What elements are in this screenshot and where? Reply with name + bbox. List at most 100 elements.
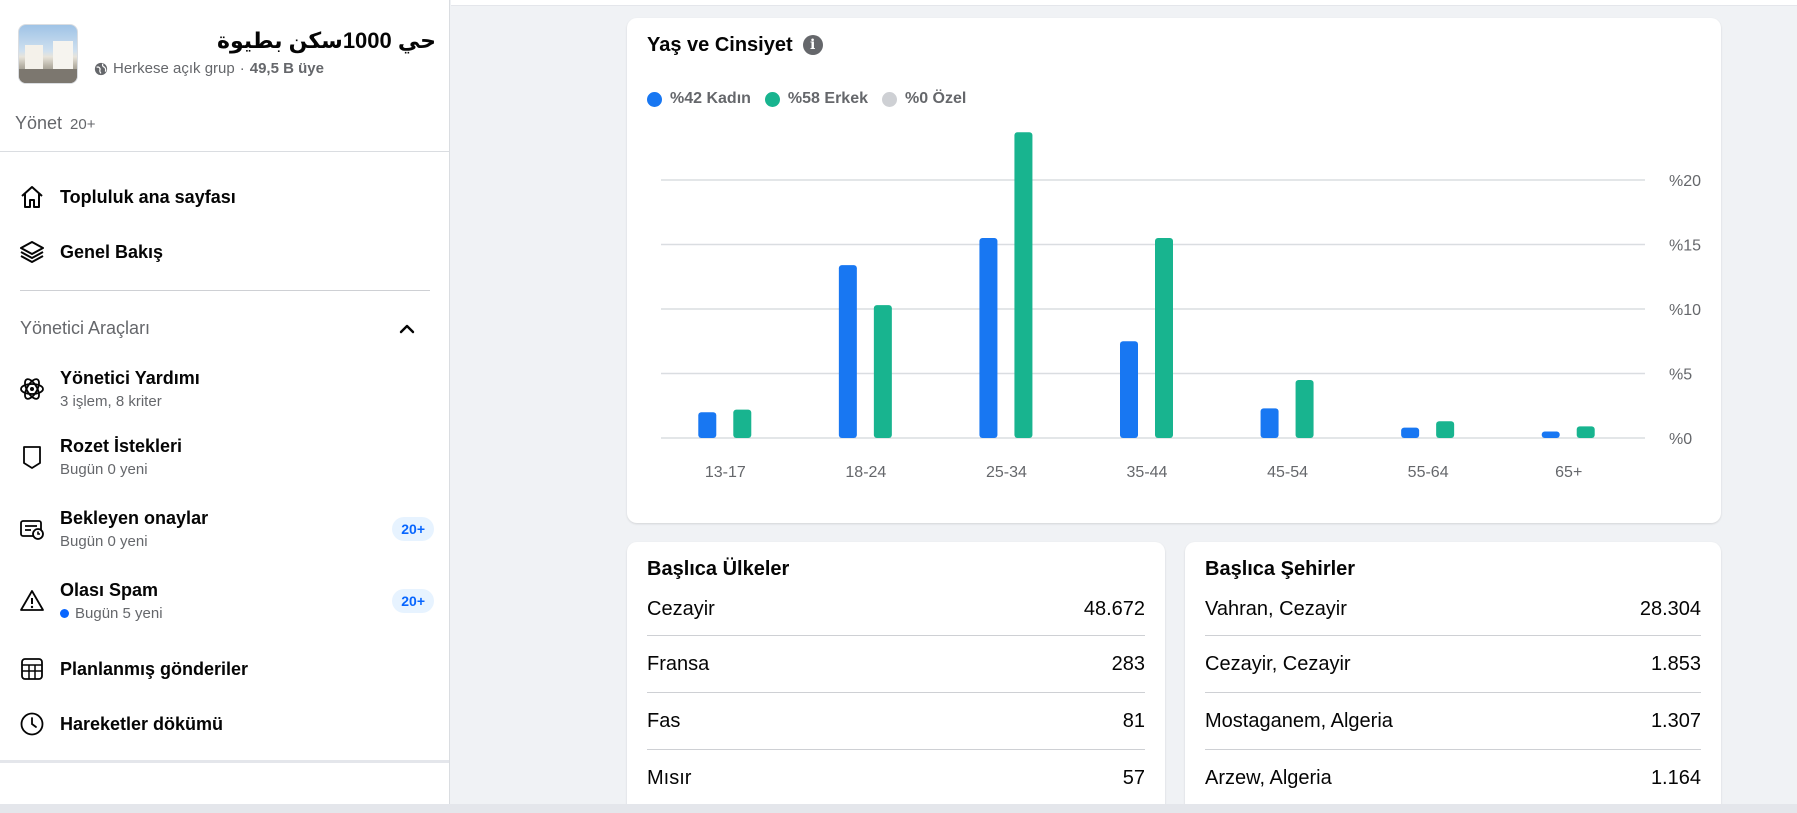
chevron-up-icon[interactable] <box>396 318 418 340</box>
country-value: 57 <box>1122 767 1145 789</box>
x-tick-label: 65+ <box>1555 464 1582 481</box>
clock-icon <box>18 710 46 738</box>
legend-item-male: %58 Erkek <box>764 90 868 108</box>
country-name: Fas <box>647 709 681 732</box>
list-item: Mostaganem, Algeria 1.307 <box>1205 693 1701 750</box>
bar-female-65+[interactable] <box>1541 431 1560 438</box>
divider <box>20 290 430 291</box>
nav-overview[interactable]: Genel Bakış <box>18 238 434 266</box>
bar-male-65+[interactable] <box>1576 426 1595 438</box>
bar-male-45-54[interactable] <box>1295 379 1314 438</box>
admin-tools-title: Yönetici Araçları <box>20 318 151 338</box>
admin-assist-sub: 3 işlem, 8 kriter <box>60 393 162 410</box>
city-name: Arzew, Algeria <box>1205 767 1332 789</box>
admin-tool-scheduled-posts[interactable]: Planlanmış gönderiler <box>18 655 434 683</box>
group-privacy: Herkese açık grup <box>113 60 235 77</box>
admin-tool-pending-approvals[interactable]: Bekleyen onaylar Bugün 0 yeni 20+ <box>18 508 434 550</box>
meta-separator: · <box>239 60 245 77</box>
bar-female-13-17[interactable] <box>698 412 717 438</box>
age-gender-title-text: Yaş ve Cinsiyet <box>647 34 793 56</box>
country-name: Mısır <box>647 767 692 789</box>
group-member-count[interactable]: 49,5 B üye <box>249 60 324 77</box>
bar-male-55-64[interactable] <box>1436 421 1455 438</box>
potential-spam-badge: 20+ <box>392 589 434 613</box>
list-item: Arzew, Algeria 1.164 <box>1205 750 1701 807</box>
nav-overview-label: Genel Bakış <box>60 241 164 262</box>
legend-label-female: %42 Kadın <box>670 90 751 107</box>
legend-label-private: %0 Özel <box>904 90 967 107</box>
top-countries-card: Başlıca Ülkeler Cezayir 48.672 Fransa 283 … <box>627 542 1165 813</box>
admin-assist-label: Yönetici Yardımı <box>60 368 200 388</box>
group-meta: Herkese açık grup · 49,5 B üye <box>94 60 324 77</box>
bar-female-55-64[interactable] <box>1401 427 1420 438</box>
pending-approvals-badge: 20+ <box>392 517 434 541</box>
legend-label-male: %58 Erkek <box>787 90 868 107</box>
divider <box>0 151 449 152</box>
legend-dot-male <box>764 91 780 107</box>
city-value: 1.307 <box>1650 709 1701 732</box>
country-name: Fransa <box>647 652 710 675</box>
admin-tool-potential-spam[interactable]: Olası Spam Bugün 5 yeni 20+ <box>18 580 434 622</box>
calendar-icon <box>18 655 46 683</box>
y-tick-label: %0 <box>1669 431 1692 448</box>
bar-male-18-24[interactable] <box>873 305 892 438</box>
country-value: 283 <box>1111 652 1145 675</box>
activity-log-label: Hareketler dökümü <box>60 713 224 734</box>
y-tick-label: %10 <box>1669 302 1701 319</box>
group-cover-image[interactable] <box>18 24 78 84</box>
list-item: Cezayir 48.672 <box>647 598 1145 636</box>
top-strip <box>451 0 1797 6</box>
country-value: 48.672 <box>1083 598 1145 620</box>
top-countries-list: Cezayir 48.672 Fransa 283 Fas 81 Mısır 57 <box>647 598 1145 807</box>
divider <box>0 760 449 763</box>
bar-female-45-54[interactable] <box>1260 408 1279 438</box>
new-indicator-dot <box>60 609 69 618</box>
age-gender-bar-chart: %0 %5 %10 %15 %20 13-17 18-24 25-34 35-44 45-54 55… <box>661 132 1701 481</box>
manage-header: Yönet 20+ <box>15 113 96 134</box>
horizontal-scrollbar[interactable] <box>0 804 1797 813</box>
x-tick-label: 25-34 <box>986 464 1027 481</box>
potential-spam-label: Olası Spam <box>60 580 159 600</box>
legend-dot-private <box>881 91 897 107</box>
badge-requests-sub: Bugün 0 yeni <box>60 461 148 478</box>
badge-requests-label: Rozet İstekleri <box>60 436 183 456</box>
badge-icon <box>18 443 46 471</box>
legend-item-private: %0 Özel <box>881 90 967 108</box>
pending-approvals-label: Bekleyen onaylar <box>60 508 209 528</box>
layers-icon <box>18 238 46 266</box>
bar-female-18-24[interactable] <box>838 265 857 438</box>
bar-female-25-34[interactable] <box>979 238 998 438</box>
atom-icon <box>18 375 46 403</box>
country-name: Cezayir <box>647 598 715 620</box>
warning-icon <box>18 587 46 615</box>
list-item: Fransa 283 <box>647 636 1145 693</box>
bar-female-35-44[interactable] <box>1120 341 1138 438</box>
info-icon[interactable]: i <box>802 35 823 55</box>
x-tick-label: 55-64 <box>1408 464 1449 481</box>
bar-male-35-44[interactable] <box>1155 238 1173 438</box>
scheduled-posts-label: Planlanmış gönderiler <box>60 658 249 679</box>
pending-approvals-icon <box>18 515 46 543</box>
age-gender-title: Yaş ve Cinsiyet i <box>647 34 823 57</box>
admin-tool-badge-requests[interactable]: Rozet İstekleri Bugün 0 yeni <box>18 436 434 478</box>
country-value: 81 <box>1122 709 1145 732</box>
potential-spam-sub-text: Bugün 5 yeni <box>75 605 163 622</box>
legend-item-female: %42 Kadın <box>647 90 751 108</box>
city-value: 1.164 <box>1650 767 1701 789</box>
top-cities-title: Başlıca Şehirler <box>1205 558 1356 580</box>
manage-count: 20+ <box>70 116 96 133</box>
admin-tool-admin-assist[interactable]: Yönetici Yardımı 3 işlem, 8 kriter <box>18 368 434 410</box>
nav-community-home[interactable]: Topluluk ana sayfası <box>18 183 434 211</box>
group-header[interactable]: حي 1000سكن بطيوة Herkese açık grup · 49,… <box>18 24 436 86</box>
city-value: 1.853 <box>1650 652 1701 675</box>
legend-dot-female <box>647 91 662 107</box>
top-cities-card: Başlıca Şehirler Vahran, Cezayir 28.304 C… <box>1185 542 1721 813</box>
bar-male-25-34[interactable] <box>1014 132 1033 438</box>
x-tick-label: 45-54 <box>1267 464 1308 481</box>
bar-male-13-17[interactable] <box>733 409 752 438</box>
admin-tool-activity-log[interactable]: Hareketler dökümü <box>18 710 434 738</box>
group-name[interactable]: حي 1000سكن بطيوة <box>217 28 436 53</box>
pending-approvals-sub: Bugün 0 yeni <box>60 533 148 550</box>
list-item: Mısır 57 <box>647 750 1145 807</box>
globe-icon <box>94 62 108 75</box>
